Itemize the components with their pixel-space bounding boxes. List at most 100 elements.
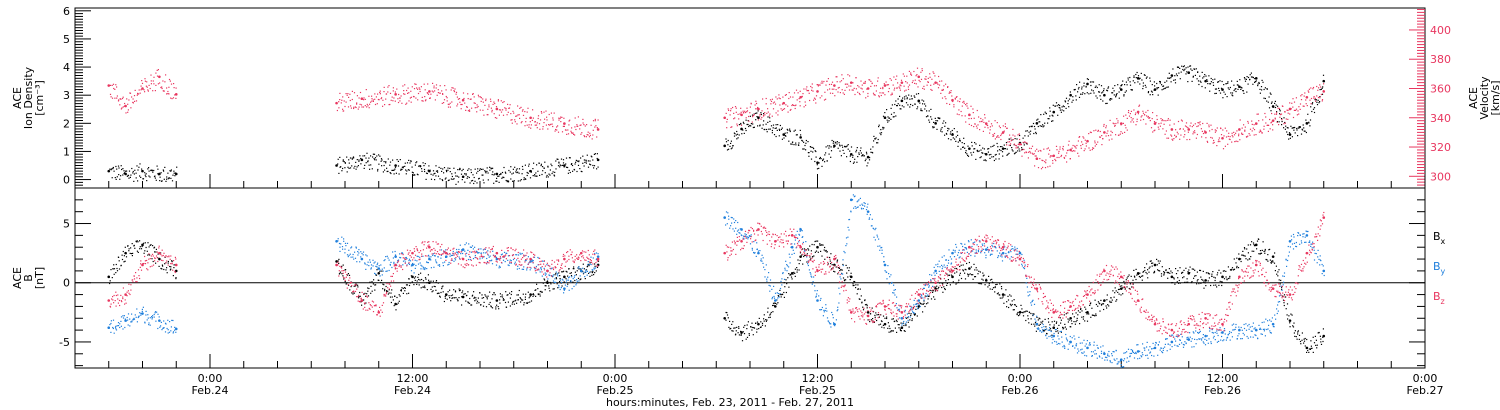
data-point-fill bbox=[758, 328, 760, 330]
data-point-fill bbox=[399, 159, 401, 161]
data-point-fill bbox=[505, 306, 508, 308]
data-point-fill bbox=[898, 324, 900, 326]
data-point-fill bbox=[376, 269, 378, 271]
data-point-fill bbox=[151, 316, 153, 318]
data-point-fill bbox=[1189, 138, 1191, 141]
data-point-fill bbox=[1170, 81, 1172, 83]
data-point-fill bbox=[435, 165, 437, 167]
data-point-fill bbox=[540, 111, 542, 113]
data-point-fill bbox=[1055, 102, 1058, 104]
data-point-fill bbox=[1059, 146, 1061, 148]
data-point-fill bbox=[426, 172, 428, 175]
data-point-fill bbox=[883, 127, 885, 129]
data-point-fill bbox=[1181, 65, 1183, 67]
data-point-fill bbox=[957, 141, 959, 143]
data-point-fill bbox=[1249, 74, 1251, 76]
data-point-fill bbox=[404, 93, 406, 95]
data-point-fill bbox=[503, 166, 505, 169]
data-point bbox=[1052, 154, 1056, 158]
data-point-fill bbox=[1290, 125, 1292, 127]
data-point-fill bbox=[885, 81, 887, 83]
data-point-fill bbox=[486, 298, 488, 300]
data-point-fill bbox=[394, 254, 397, 256]
data-point-fill bbox=[147, 254, 149, 256]
data-point-fill bbox=[1317, 96, 1320, 99]
data-point-fill bbox=[536, 164, 538, 166]
data-point-fill bbox=[774, 103, 777, 105]
data-point-fill bbox=[348, 159, 350, 161]
data-point-fill bbox=[1302, 124, 1304, 126]
data-point-fill bbox=[1097, 301, 1099, 303]
data-point-fill bbox=[989, 132, 991, 134]
data-point-fill bbox=[159, 82, 161, 84]
data-point-fill bbox=[830, 146, 832, 148]
data-point-fill bbox=[1214, 88, 1217, 90]
data-point-fill bbox=[567, 129, 569, 131]
data-point-fill bbox=[472, 93, 474, 95]
data-point-fill bbox=[156, 69, 158, 71]
top-right-tick-label: 300 bbox=[1430, 170, 1451, 183]
data-point-fill bbox=[1008, 152, 1010, 154]
data-point-fill bbox=[1220, 134, 1223, 136]
data-point-fill bbox=[1206, 140, 1208, 142]
data-point-fill bbox=[550, 123, 552, 125]
data-point-fill bbox=[1192, 133, 1194, 135]
data-point-fill bbox=[795, 89, 798, 91]
data-point-fill bbox=[1088, 133, 1090, 135]
data-point-fill bbox=[906, 82, 908, 84]
data-point-fill bbox=[848, 267, 850, 269]
data-point-fill bbox=[980, 117, 982, 120]
data-point-fill bbox=[1293, 332, 1295, 334]
data-point-fill bbox=[568, 120, 570, 122]
data-point-fill bbox=[787, 129, 789, 131]
data-point-fill bbox=[1184, 125, 1187, 127]
data-point-fill bbox=[588, 265, 590, 267]
data-point-fill bbox=[1034, 150, 1036, 152]
data-point-fill bbox=[908, 70, 910, 72]
data-point-fill bbox=[1153, 270, 1156, 272]
data-point-fill bbox=[525, 293, 527, 295]
data-point-fill bbox=[972, 278, 974, 280]
data-point-fill bbox=[1023, 144, 1025, 146]
data-point-fill bbox=[1179, 128, 1181, 130]
data-point-fill bbox=[435, 289, 437, 291]
data-point-fill bbox=[1175, 73, 1178, 75]
data-point-fill bbox=[430, 288, 432, 290]
data-point-fill bbox=[390, 172, 392, 175]
data-point-fill bbox=[525, 302, 527, 304]
data-point-fill bbox=[764, 112, 766, 114]
data-point-fill bbox=[1294, 126, 1296, 129]
data-point-fill bbox=[470, 169, 472, 171]
data-point-fill bbox=[887, 121, 889, 123]
data-point-fill bbox=[502, 176, 504, 178]
data-point-fill bbox=[132, 101, 134, 103]
data-point-fill bbox=[812, 146, 814, 149]
data-point-fill bbox=[134, 169, 136, 171]
data-point-fill bbox=[1278, 107, 1280, 110]
data-point-fill bbox=[983, 274, 985, 276]
data-point-fill bbox=[874, 138, 876, 140]
data-point-fill bbox=[955, 283, 957, 285]
data-point-fill bbox=[933, 126, 935, 128]
data-point-fill bbox=[770, 103, 772, 105]
data-point-fill bbox=[1032, 313, 1034, 315]
data-point-fill bbox=[829, 256, 831, 259]
data-point-fill bbox=[368, 287, 370, 290]
data-point-fill bbox=[1173, 79, 1175, 81]
data-point-fill bbox=[956, 113, 958, 115]
data-point-fill bbox=[394, 168, 396, 170]
data-point-fill bbox=[340, 102, 342, 104]
data-point-fill bbox=[453, 90, 455, 92]
data-point-fill bbox=[859, 288, 861, 290]
data-point-fill bbox=[1162, 85, 1165, 87]
data-point-fill bbox=[1059, 148, 1061, 150]
data-point-fill bbox=[558, 272, 560, 274]
data-point-fill bbox=[356, 166, 358, 168]
data-point-fill bbox=[147, 242, 149, 244]
data-point-fill bbox=[1216, 274, 1218, 276]
data-point-fill bbox=[476, 106, 478, 109]
data-point-fill bbox=[1150, 90, 1153, 92]
data-point-fill bbox=[877, 77, 879, 79]
data-point-fill bbox=[580, 278, 582, 280]
data-point-fill bbox=[1007, 295, 1009, 297]
